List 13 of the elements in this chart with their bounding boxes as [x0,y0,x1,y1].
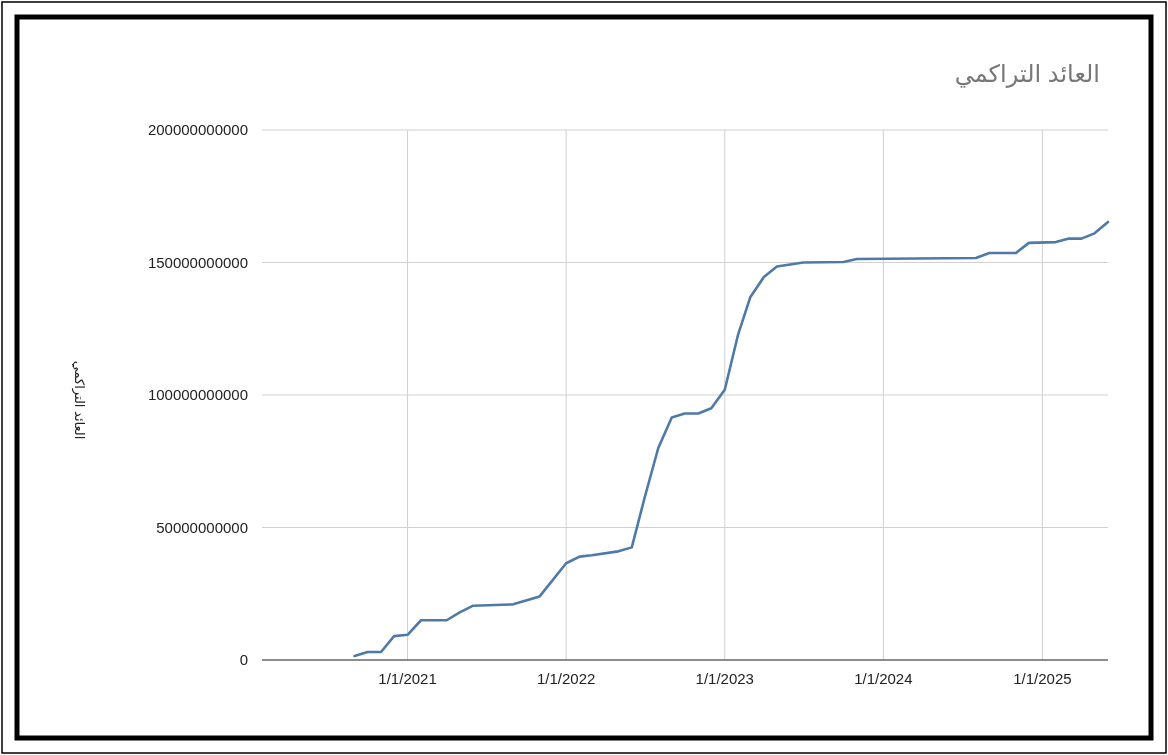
y-axis-title: العائد التراكمي [71,360,87,440]
x-tick-label: 1/1/2024 [854,670,913,687]
x-tick-label: 1/1/2022 [536,670,596,687]
y-tick-label: 100000000000 [147,386,248,404]
chart-title: العائد التراكمي [954,60,1100,88]
line-series [353,220,1110,658]
y-tick-label: 50000000000 [156,518,248,536]
y-tick-label: 200000000000 [147,121,248,139]
y-tick-label: 150000000000 [147,253,248,271]
x-tick-label: 1/1/2023 [695,670,754,687]
x-tick-label: 1/1/2025 [1013,670,1072,687]
x-tick-label: 1/1/2021 [378,670,437,687]
y-tick-label: 0 [239,651,248,669]
